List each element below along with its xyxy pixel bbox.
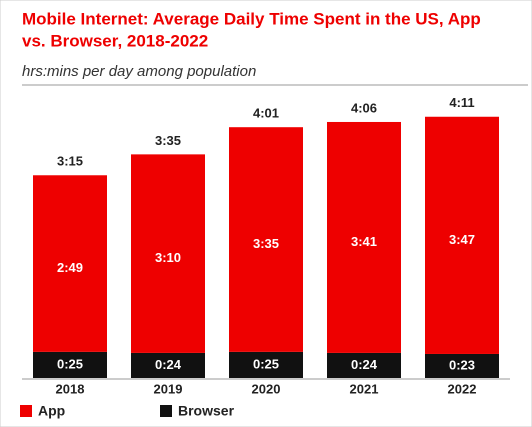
total-label: 3:35 <box>155 133 181 148</box>
x-tick-label: 2019 <box>154 381 183 396</box>
chart-subtitle: hrs:mins per day among population <box>22 63 256 80</box>
total-label: 3:15 <box>57 154 83 169</box>
value-label: 3:10 <box>155 250 181 265</box>
bar-segment <box>327 352 401 378</box>
legend-label: Browser <box>178 403 235 419</box>
value-label: 0:24 <box>155 357 182 372</box>
bar-segment <box>327 121 401 353</box>
x-tick-label: 2022 <box>448 381 477 396</box>
bar-segment <box>33 175 107 352</box>
chart-title: vs. Browser, 2018-2022 <box>22 31 208 50</box>
chart-title: Mobile Internet: Average Daily Time Spen… <box>22 9 481 28</box>
value-label: 2:49 <box>57 260 83 275</box>
total-label: 4:01 <box>253 106 279 121</box>
bar-segment <box>33 351 107 378</box>
bar-segment <box>229 351 303 378</box>
x-tick-label: 2020 <box>252 381 281 396</box>
bar-segment <box>425 353 499 378</box>
value-label: 0:25 <box>57 356 83 371</box>
bar-segment <box>131 352 205 378</box>
value-label: 0:25 <box>253 356 279 371</box>
legend-label: App <box>38 403 65 419</box>
value-label: 3:35 <box>253 236 279 251</box>
bar-segment <box>425 116 499 354</box>
total-label: 4:11 <box>449 95 474 110</box>
x-tick-label: 2018 <box>56 381 85 396</box>
x-tick-label: 2021 <box>350 381 379 396</box>
value-label: 0:24 <box>351 357 378 372</box>
total-label: 4:06 <box>351 100 377 115</box>
value-label: 3:41 <box>351 234 377 249</box>
value-label: 3:47 <box>449 232 475 247</box>
value-label: 0:23 <box>449 357 475 372</box>
bar-segment <box>229 127 303 352</box>
bar-segment <box>131 154 205 353</box>
legend-swatch <box>20 405 32 417</box>
legend-swatch <box>160 405 172 417</box>
